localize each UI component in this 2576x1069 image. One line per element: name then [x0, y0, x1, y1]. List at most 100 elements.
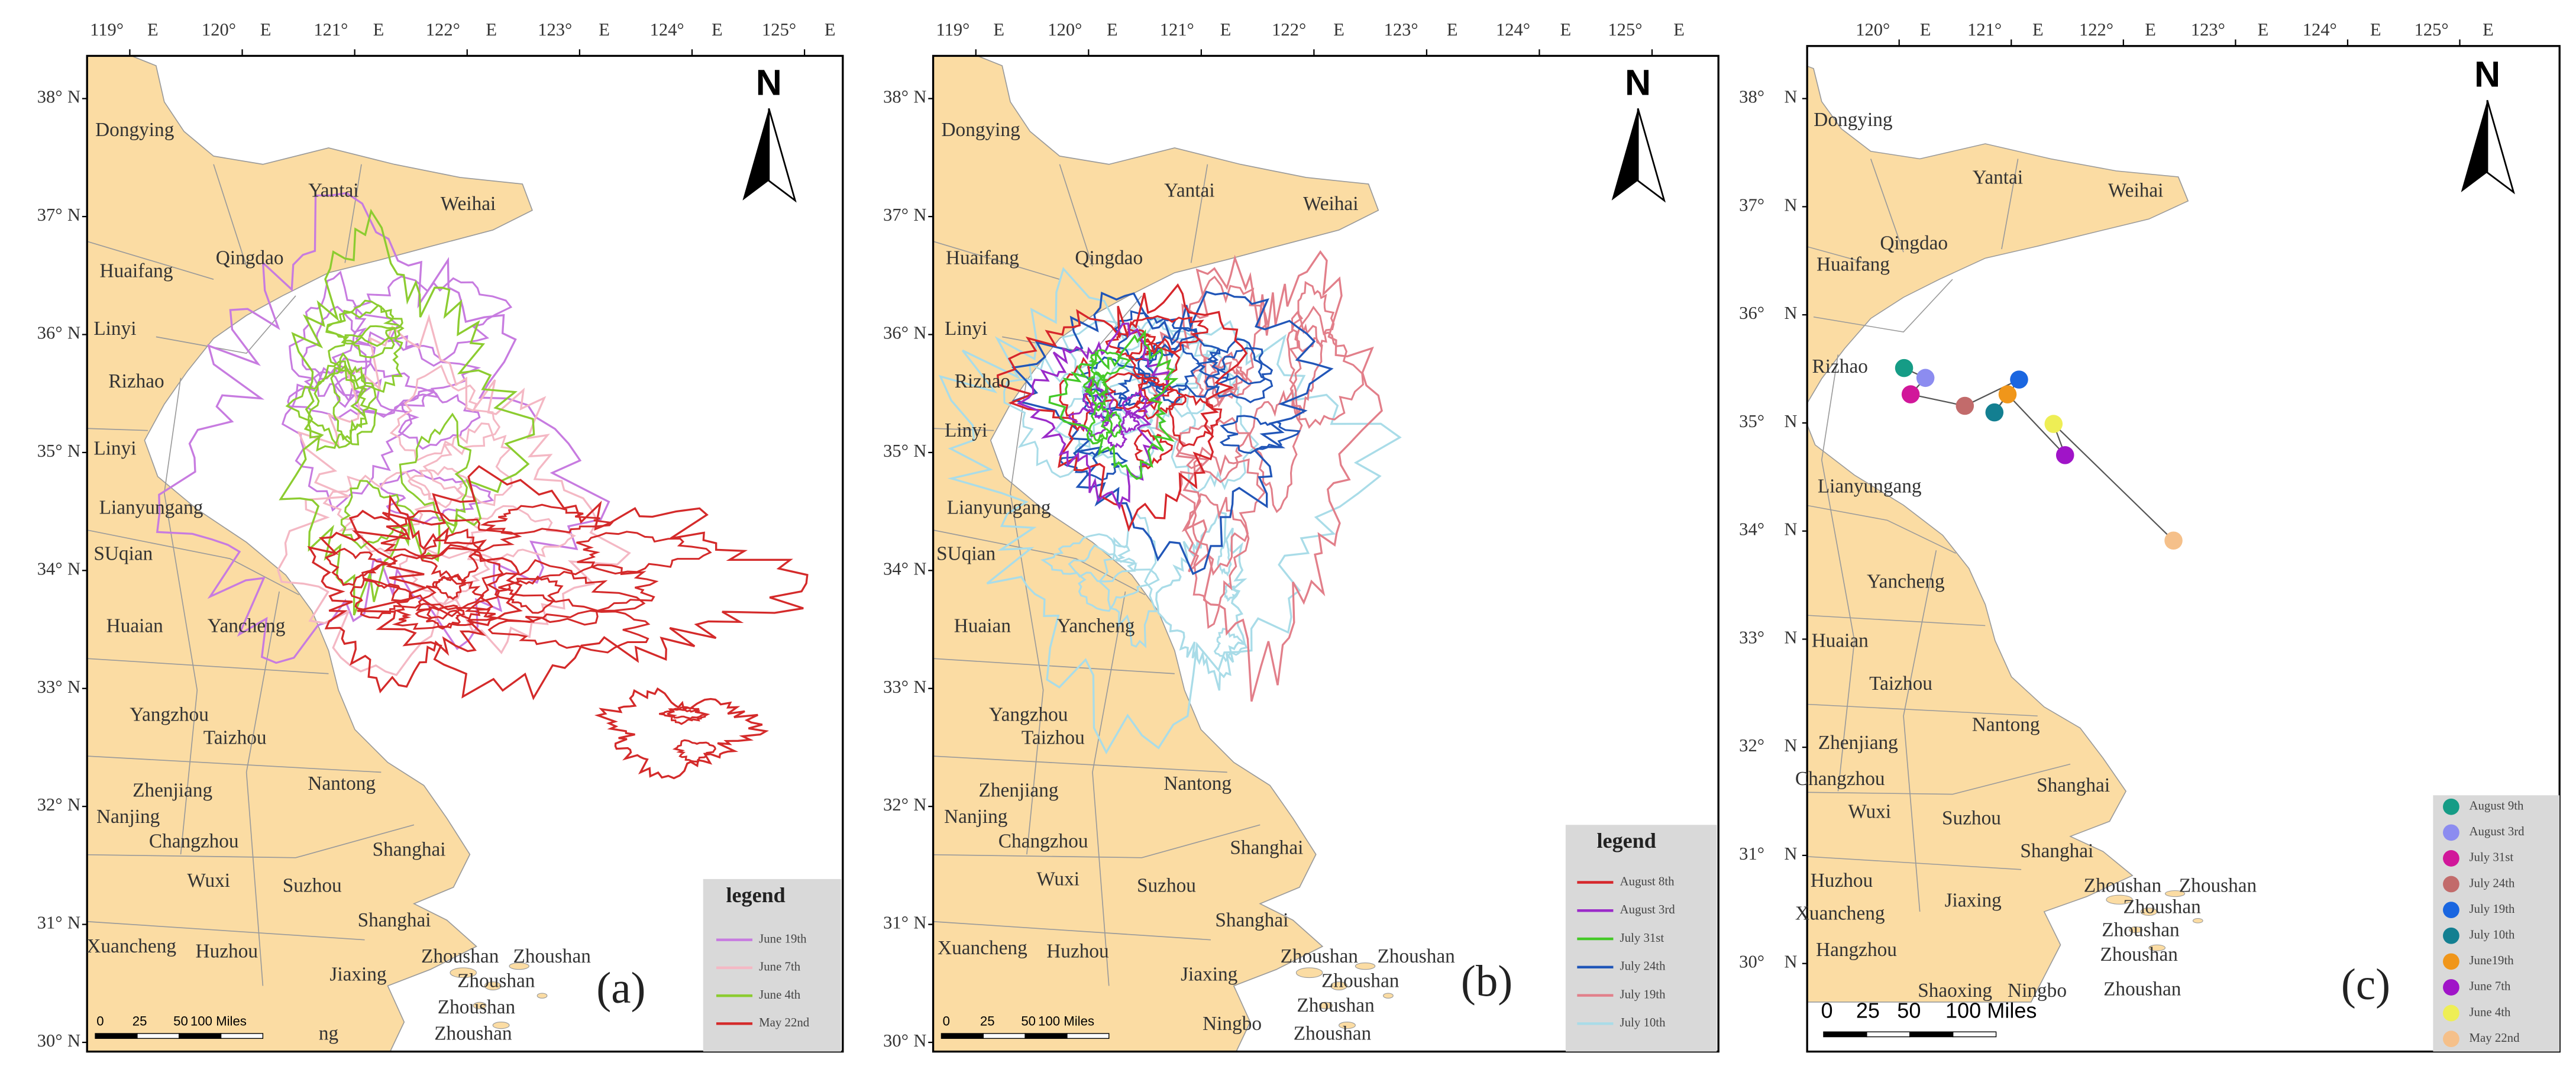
algae-contour	[432, 573, 467, 600]
island	[473, 1002, 487, 1009]
scale-label: 0	[96, 1013, 104, 1028]
latitude-label: 30°	[37, 1031, 63, 1051]
place-label: Nantong	[1163, 773, 1232, 795]
place-label: Qingdao	[1880, 232, 1948, 254]
place-label: Zhenjiang	[978, 779, 1058, 801]
algae-contour	[1213, 628, 1248, 663]
latitude-label: 33°	[1739, 627, 1764, 647]
scale-segment	[1066, 1033, 1110, 1039]
island	[509, 963, 529, 970]
legend-label: July 31st	[2469, 850, 2513, 864]
place-label: Rizhao	[955, 370, 1010, 392]
latitude-hemisphere: N	[1784, 735, 1797, 755]
scale-label: 25	[980, 1013, 995, 1028]
boundary	[87, 241, 214, 280]
island	[450, 967, 477, 978]
north-arrow	[1611, 108, 1638, 201]
place-label: Zhoushan	[2100, 944, 2179, 965]
position-marker	[1916, 369, 1935, 387]
algae-contour	[1171, 350, 1259, 494]
place-label: Rizhao	[108, 370, 164, 392]
scale-label: 0	[1821, 998, 1832, 1022]
place-label: Jiaxing	[1945, 889, 2002, 911]
algae-contour	[330, 352, 377, 441]
latitude-label: 36°	[37, 323, 63, 343]
scale-segment	[1909, 1031, 1954, 1038]
algae-contour	[469, 558, 646, 626]
algae-contour	[1176, 416, 1250, 483]
place-label: Zhoushan	[1281, 945, 1359, 967]
algae-contour	[1048, 329, 1179, 480]
place-label: Zhoushan	[1294, 1022, 1372, 1044]
boundary	[2001, 159, 2019, 250]
land-group	[1807, 65, 2203, 1003]
algae-contour	[487, 609, 651, 654]
latitude-label: 38°	[37, 87, 63, 107]
longitude-label: 125°	[2415, 20, 2449, 40]
boundary	[1903, 550, 1937, 912]
place-label: Shanghai	[1230, 837, 1303, 859]
algae-contour	[1145, 343, 1201, 403]
longitude-label: 124°	[1496, 20, 1530, 40]
place-label: Zhoushan	[2179, 874, 2257, 896]
algae-contour	[326, 304, 403, 359]
island	[2140, 907, 2158, 916]
latitude-hemisphere: N	[67, 795, 80, 815]
land	[933, 56, 1379, 1052]
place-label: Zhoushan	[2102, 919, 2180, 941]
island	[1339, 1022, 1356, 1029]
longitude-hemisphere: E	[2483, 20, 2494, 40]
longitude-label: 125°	[762, 20, 796, 40]
latitude-label: 33°	[883, 677, 909, 697]
algae-contour	[1178, 446, 1266, 576]
latitude-label: 37°	[883, 205, 909, 225]
place-label: Huzhou	[1046, 941, 1109, 963]
panel-label: (b)	[1461, 957, 1512, 1006]
legend-label: July 10th	[1620, 1015, 1666, 1029]
scale-label: 25	[1856, 998, 1880, 1022]
algae-contour	[1101, 372, 1176, 411]
legend-label: July 31st	[1620, 931, 1664, 945]
boundary	[933, 529, 1146, 596]
algae-contour	[1217, 537, 1232, 577]
longitude-hemisphere: E	[1107, 20, 1118, 40]
latitude-hemisphere: N	[913, 913, 926, 933]
legend-label: June 4th	[2469, 1005, 2511, 1019]
scale-label: 100 Miles	[1945, 998, 2037, 1022]
place-label: Yancheng	[1057, 615, 1135, 637]
boundary	[1059, 164, 1093, 267]
place-label: Dongying	[1814, 109, 1893, 131]
algae-contour	[594, 687, 770, 780]
longitude-hemisphere: E	[2258, 20, 2269, 40]
algae-contour	[328, 325, 403, 393]
boundary	[1807, 763, 2071, 795]
place-label: Shanghai	[2037, 774, 2110, 796]
place-label: Nantong	[1972, 713, 2040, 735]
latitude-hemisphere: N	[67, 441, 80, 461]
map-panel: 120° E 121° E 122° E 123° E 124° E 125° E 38° N 37° N 36…	[1739, 20, 2561, 1053]
algae-contour	[380, 510, 522, 560]
place-label: Yantai	[308, 180, 358, 202]
place-label: Linyi	[93, 438, 136, 460]
boundary	[1807, 505, 1956, 554]
boundary	[87, 529, 299, 596]
north-arrow	[2486, 100, 2515, 195]
place-label: Zhoushan	[2123, 896, 2201, 918]
algae-contour	[156, 192, 610, 664]
place-label: Yancheng	[208, 615, 286, 637]
legend-marker	[2443, 927, 2459, 944]
position-marker	[1985, 403, 2004, 422]
panel-label: (c)	[2341, 960, 2390, 1009]
place-label: ng	[319, 1022, 339, 1044]
legend-title: legend	[1597, 829, 1656, 852]
latitude-label: 36°	[883, 323, 909, 343]
scale-segment	[1024, 1033, 1068, 1039]
legend-marker	[2443, 824, 2459, 841]
boundary	[1821, 354, 1855, 792]
legend-label: June 19th	[759, 931, 807, 945]
algae-contour	[480, 503, 614, 535]
place-label: Qingdao	[216, 247, 284, 269]
algae-contour	[307, 494, 523, 694]
place-label: Huaian	[954, 615, 1011, 637]
boundary	[1807, 856, 2022, 870]
